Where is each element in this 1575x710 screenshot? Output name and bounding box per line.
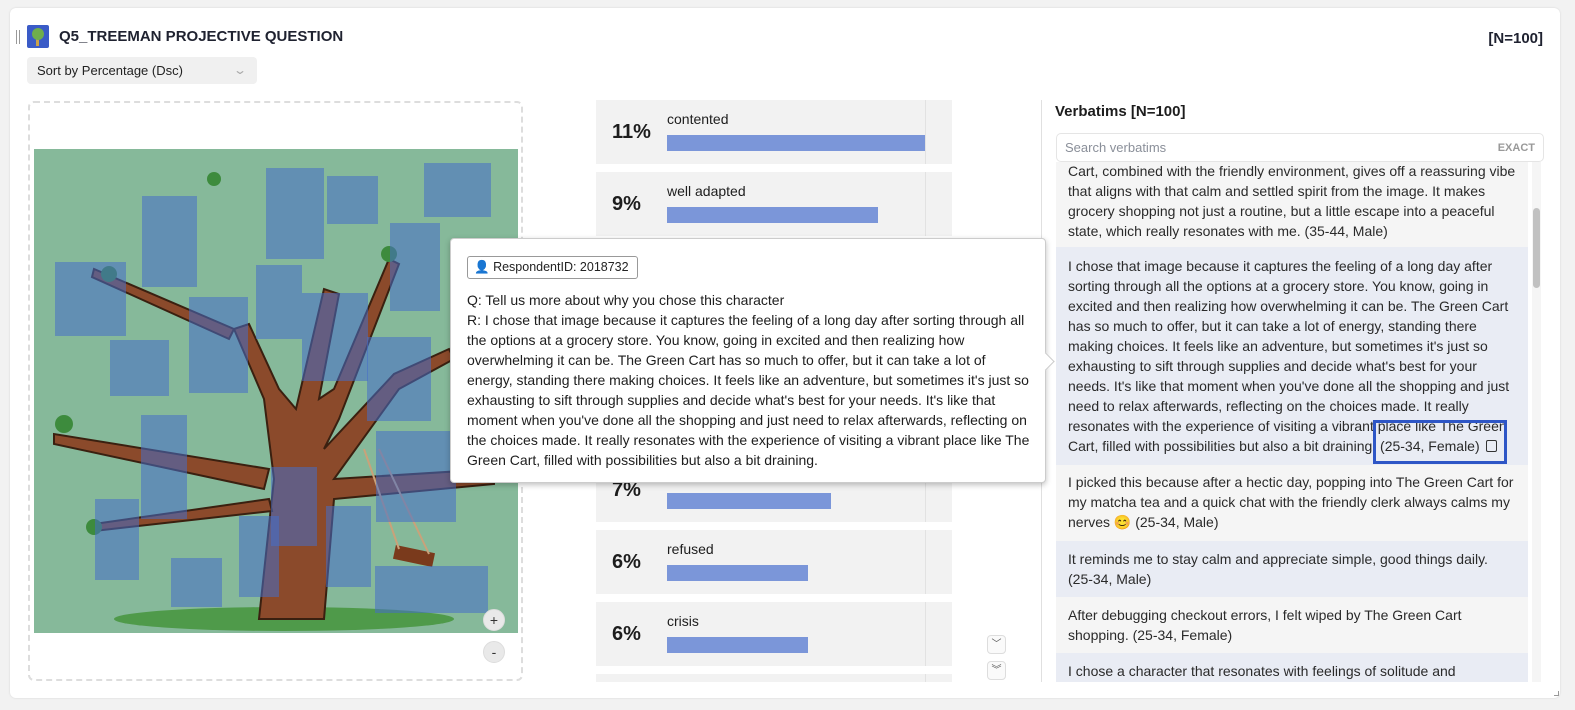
tree-icon bbox=[27, 25, 49, 48]
result-bar bbox=[667, 565, 808, 581]
widget-title: Q5_TREEMAN PROJECTIVE QUESTION bbox=[59, 28, 344, 45]
respondent-tooltip: 👤 RespondentID: 2018732 Q: Tell us more … bbox=[450, 238, 1046, 483]
scroll-bottom-button[interactable]: ︾ bbox=[987, 661, 1006, 680]
character-hotspot[interactable] bbox=[142, 196, 197, 287]
result-bar bbox=[667, 493, 832, 509]
verbatim-item[interactable]: I chose that image because it captures t… bbox=[1056, 247, 1528, 465]
sort-selected: Sort by Percentage (Dsc) bbox=[37, 63, 183, 78]
user-icon: 👤 bbox=[474, 260, 490, 274]
sort-dropdown[interactable]: Sort by Percentage (Dsc) ⌄ bbox=[27, 57, 257, 84]
character-hotspot[interactable] bbox=[302, 293, 368, 381]
verbatim-text: I picked this because after a hectic day… bbox=[1068, 474, 1514, 530]
character-hotspot[interactable] bbox=[376, 431, 456, 522]
character-hotspot[interactable] bbox=[266, 168, 324, 259]
result-row[interactable]: 11% contented bbox=[596, 100, 952, 164]
scroll-down-button[interactable]: ﹀ bbox=[987, 635, 1006, 654]
verbatim-search: EXACT bbox=[1056, 133, 1544, 162]
verbatim-item[interactable]: I picked this because after a hectic day… bbox=[1056, 465, 1528, 541]
character-hotspot[interactable] bbox=[327, 176, 378, 224]
search-input[interactable] bbox=[1065, 140, 1465, 155]
verbatim-text: It reminds me to stay calm and appreciat… bbox=[1068, 551, 1488, 587]
tooltip-response: R: I chose that image because it capture… bbox=[467, 312, 1030, 468]
result-row-partial[interactable] bbox=[596, 674, 952, 682]
result-percent: 11% bbox=[612, 121, 651, 143]
tooltip-question: Q: Tell us more about why you chose this… bbox=[467, 292, 785, 308]
character-hotspot[interactable] bbox=[95, 499, 139, 580]
character-hotspot[interactable] bbox=[189, 297, 248, 393]
character-hotspot[interactable] bbox=[110, 340, 169, 396]
result-bar bbox=[667, 637, 808, 653]
result-row[interactable]: 6% refused bbox=[596, 530, 952, 594]
result-label: refused bbox=[667, 541, 714, 557]
result-row[interactable]: 9% well adapted bbox=[596, 172, 952, 236]
result-bar bbox=[667, 207, 879, 223]
result-label: crisis bbox=[667, 613, 699, 629]
verbatim-item[interactable]: I chose a character that resonates with … bbox=[1056, 653, 1528, 682]
result-label: contented bbox=[667, 111, 729, 127]
respondent-id: RespondentID: 2018732 bbox=[493, 260, 629, 274]
exact-toggle[interactable]: EXACT bbox=[1497, 142, 1535, 154]
character-hotspot[interactable] bbox=[256, 265, 302, 339]
verbatims-list: Cart, combined with the friendly environ… bbox=[1056, 162, 1528, 682]
character-hotspot[interactable] bbox=[55, 262, 126, 336]
character-hotspot[interactable] bbox=[375, 566, 488, 613]
result-percent: 9% bbox=[612, 193, 641, 215]
verbatim-item[interactable]: Cart, combined with the friendly environ… bbox=[1056, 162, 1528, 247]
respondent-id-badge: 👤 RespondentID: 2018732 bbox=[467, 256, 638, 279]
character-hotspot[interactable] bbox=[390, 223, 440, 311]
chevron-down-icon: ⌄ bbox=[232, 63, 248, 77]
verbatim-text: Cart, combined with the friendly environ… bbox=[1068, 163, 1516, 239]
verbatims-scrollbar[interactable] bbox=[1532, 162, 1541, 682]
character-hotspot[interactable] bbox=[424, 163, 491, 217]
result-percent: 6% bbox=[612, 623, 641, 645]
selection-highlight bbox=[1373, 420, 1507, 464]
resize-handle[interactable] bbox=[1554, 691, 1559, 696]
verbatims-title: Verbatims [N=100] bbox=[1055, 103, 1186, 120]
verbatim-text: After debugging checkout errors, I felt … bbox=[1068, 607, 1462, 643]
zoom-in-button[interactable]: + bbox=[483, 609, 505, 631]
result-bar bbox=[667, 135, 925, 151]
character-hotspot[interactable] bbox=[239, 516, 279, 597]
verbatim-text: I chose a character that resonates with … bbox=[1068, 663, 1456, 679]
drag-handle[interactable] bbox=[16, 30, 20, 44]
sample-size: [N=100] bbox=[1488, 30, 1543, 47]
scrollbar-thumb[interactable] bbox=[1533, 208, 1540, 288]
verbatim-item[interactable]: It reminds me to stay calm and appreciat… bbox=[1056, 541, 1528, 597]
result-percent: 7% bbox=[612, 479, 641, 501]
result-percent: 6% bbox=[612, 551, 641, 573]
character-hotspot[interactable] bbox=[171, 558, 222, 607]
treeman-image bbox=[34, 149, 518, 633]
copy-icon[interactable] bbox=[1485, 440, 1497, 452]
zoom-out-button[interactable]: - bbox=[483, 641, 505, 663]
character-hotspot[interactable] bbox=[141, 415, 187, 519]
character-hotspot[interactable] bbox=[367, 337, 431, 421]
verbatim-text: I chose that image because it captures t… bbox=[1068, 258, 1510, 454]
verbatim-item[interactable]: After debugging checkout errors, I felt … bbox=[1056, 597, 1528, 653]
result-row[interactable]: 6% crisis bbox=[596, 602, 952, 666]
character-hotspot[interactable] bbox=[326, 506, 371, 587]
result-label: well adapted bbox=[667, 183, 746, 199]
